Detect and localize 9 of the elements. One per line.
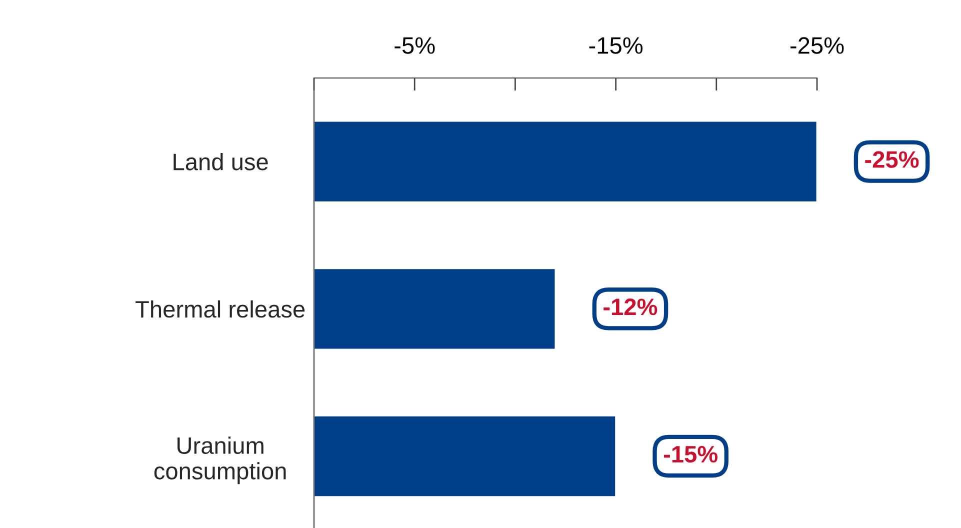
y-tick-label: Land use bbox=[174, 152, 268, 170]
x-tick-label: -5% bbox=[394, 37, 435, 54]
data-label: -15% bbox=[664, 446, 718, 463]
x-tick-label: -25% bbox=[790, 37, 844, 54]
y-tick-label: Uranium consumption bbox=[154, 436, 286, 484]
x-tick-label: -15% bbox=[589, 37, 643, 54]
y-tick-label: Thermal release bbox=[136, 300, 305, 318]
data-label: -12% bbox=[604, 298, 658, 316]
data-label: -25% bbox=[865, 151, 919, 168]
